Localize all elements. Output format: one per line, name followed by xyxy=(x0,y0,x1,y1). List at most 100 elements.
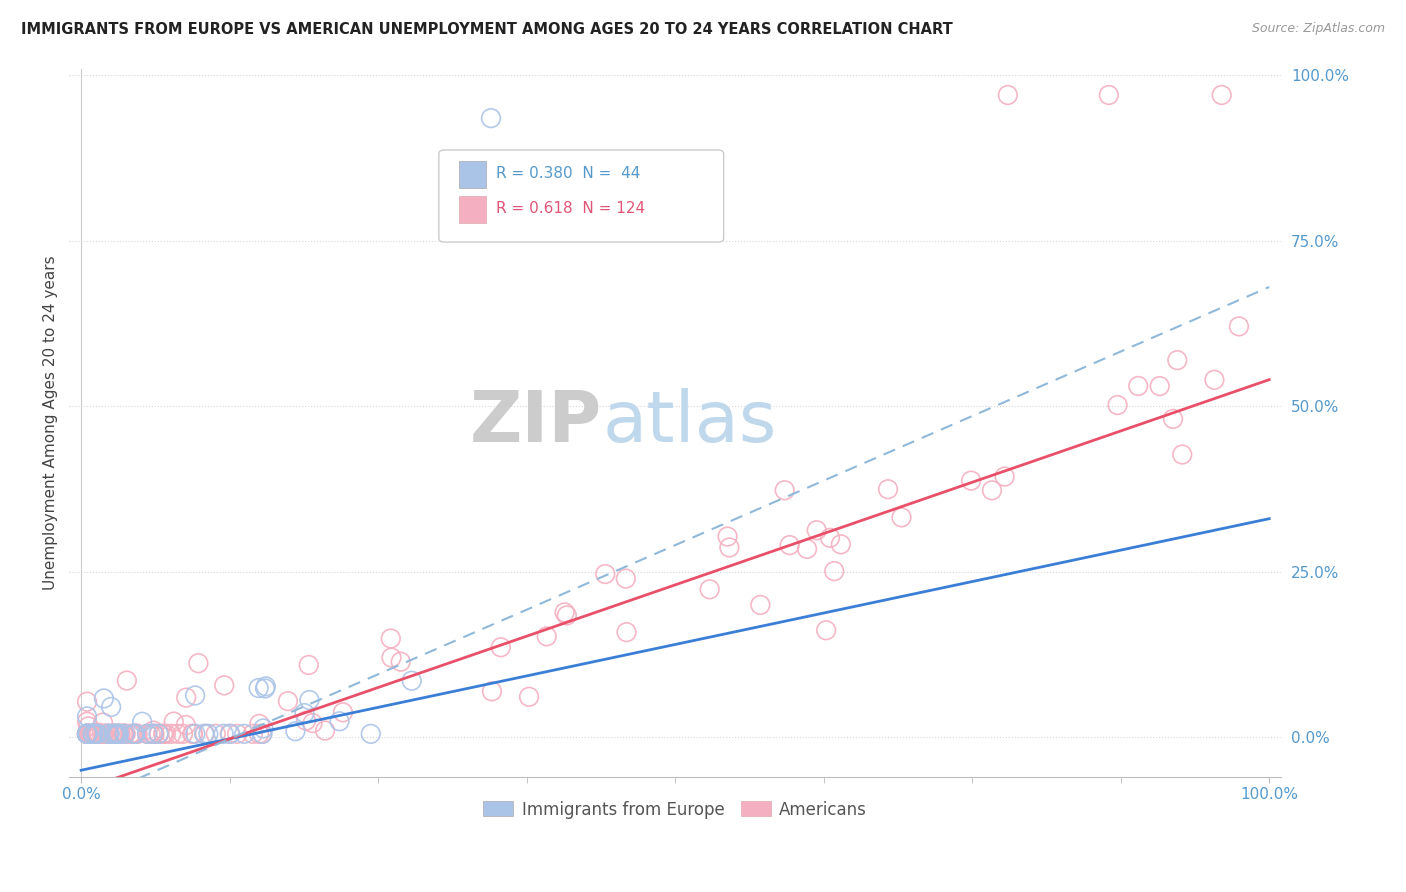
Point xyxy=(1149,379,1171,393)
Point xyxy=(80,727,103,741)
Point xyxy=(555,608,578,623)
Point xyxy=(136,727,159,741)
Point xyxy=(815,624,838,638)
Point xyxy=(107,727,129,741)
Legend: Immigrants from Europe, Americans: Immigrants from Europe, Americans xyxy=(477,794,873,825)
Point xyxy=(76,727,98,741)
Point xyxy=(77,719,100,733)
Point xyxy=(818,531,841,545)
Point xyxy=(98,727,121,741)
Point xyxy=(773,483,796,498)
Point xyxy=(136,727,159,741)
Point xyxy=(616,625,638,640)
Point xyxy=(890,510,912,524)
Point xyxy=(699,582,721,597)
Point xyxy=(76,727,98,741)
Point xyxy=(76,727,98,741)
Point xyxy=(148,727,170,741)
Point xyxy=(204,727,226,741)
Point xyxy=(148,727,170,741)
Point xyxy=(823,564,845,578)
Point xyxy=(1166,353,1188,368)
Point xyxy=(87,725,110,739)
Point xyxy=(107,727,129,741)
Point xyxy=(152,727,174,741)
Point xyxy=(105,727,128,741)
Point xyxy=(167,727,190,741)
Point xyxy=(1211,88,1233,103)
Point xyxy=(93,691,115,706)
Point xyxy=(994,469,1017,483)
Point xyxy=(96,727,118,741)
Point xyxy=(554,606,576,620)
Point xyxy=(254,681,277,696)
Point xyxy=(181,727,204,741)
Point xyxy=(332,706,354,720)
Point xyxy=(981,483,1004,498)
Bar xyxy=(460,161,486,187)
Point xyxy=(184,727,207,741)
Point xyxy=(96,727,118,741)
Point xyxy=(226,727,249,741)
Point xyxy=(103,727,125,741)
Point xyxy=(122,727,145,741)
Point xyxy=(93,727,115,741)
Point xyxy=(108,727,131,741)
Y-axis label: Unemployment Among Ages 20 to 24 years: Unemployment Among Ages 20 to 24 years xyxy=(44,255,58,590)
Point xyxy=(93,727,115,741)
Point xyxy=(181,727,204,741)
Point xyxy=(103,727,125,741)
Point xyxy=(86,727,108,741)
Point xyxy=(212,727,235,741)
Point xyxy=(107,727,129,741)
Point xyxy=(247,727,270,741)
Point xyxy=(389,655,412,669)
Point xyxy=(79,727,101,741)
Point xyxy=(614,572,637,586)
Point xyxy=(295,714,318,728)
Point xyxy=(184,689,207,703)
Point xyxy=(160,727,183,741)
Point xyxy=(97,727,120,741)
Point xyxy=(124,727,146,741)
Point xyxy=(380,650,402,665)
Text: ZIP: ZIP xyxy=(470,388,602,458)
Point xyxy=(247,717,270,731)
Point xyxy=(1128,379,1150,393)
Point xyxy=(479,111,502,125)
Point xyxy=(960,474,983,488)
Point xyxy=(779,538,801,552)
Point xyxy=(806,523,828,537)
Point xyxy=(90,727,112,741)
Bar xyxy=(460,196,486,223)
Point xyxy=(125,727,148,741)
Point xyxy=(143,727,166,741)
Point xyxy=(77,727,100,741)
Point xyxy=(86,727,108,741)
Point xyxy=(87,727,110,741)
Point xyxy=(76,709,98,723)
Point xyxy=(103,727,125,741)
Point xyxy=(120,727,142,741)
Point xyxy=(84,727,107,741)
Point xyxy=(76,727,98,741)
Point xyxy=(1204,373,1226,387)
Point xyxy=(76,727,98,741)
Point xyxy=(76,714,98,729)
Point xyxy=(103,727,125,741)
Text: R = 0.618  N = 124: R = 0.618 N = 124 xyxy=(496,202,645,216)
Point xyxy=(716,530,738,544)
Point xyxy=(112,727,135,741)
Point xyxy=(79,727,101,741)
Point xyxy=(219,727,242,741)
Point xyxy=(125,727,148,741)
Point xyxy=(112,727,135,741)
Point xyxy=(796,541,818,556)
Point xyxy=(111,727,134,741)
Point xyxy=(163,714,186,729)
Point xyxy=(96,727,118,741)
Point xyxy=(328,714,350,729)
Point xyxy=(380,632,402,646)
Point xyxy=(489,640,512,655)
Point xyxy=(298,657,321,672)
